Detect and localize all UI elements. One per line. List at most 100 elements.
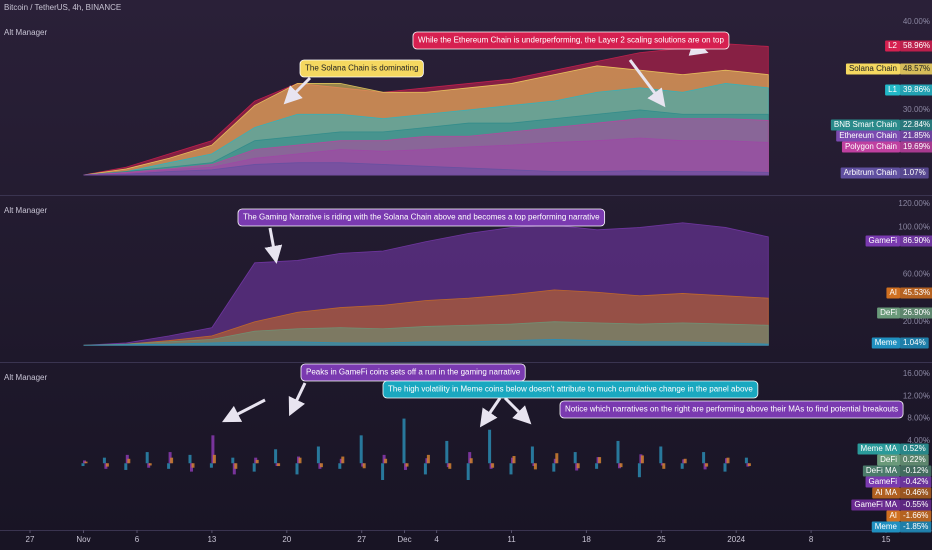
panel-title: Alt Manager: [4, 373, 47, 382]
tag-value: 39.86%: [903, 85, 930, 94]
tag-value: 0.52%: [903, 444, 926, 453]
tag-value: 45.53%: [903, 288, 930, 297]
tag-bg: [877, 307, 900, 319]
area: [83, 321, 769, 346]
tag-bg: [865, 235, 900, 247]
bar: [616, 440, 620, 464]
arrow: [503, 396, 532, 425]
annotation-text: Notice which narratives on the right are…: [565, 405, 898, 414]
tag-name: AI: [889, 288, 897, 297]
y-tick-label: 100.00%: [898, 223, 930, 232]
bar: [212, 454, 216, 464]
bar: [232, 463, 236, 475]
annotation-box: [299, 59, 424, 78]
bar: [402, 418, 406, 464]
tag-name: Meme MA: [861, 444, 898, 453]
bar: [105, 463, 109, 467]
panels: 27 Nov 6 13 20 27 Dec 4 11 18 25 2024 8 15 Alt Manager…: [4, 17, 932, 544]
tag-name: Arbitrum Chain: [844, 168, 897, 177]
arrow: [264, 227, 283, 264]
annotation-text: The high volatility in Meme coins below …: [388, 385, 753, 394]
bar: [423, 463, 427, 475]
bar: [683, 458, 687, 464]
tag-value: -0.12%: [903, 466, 928, 475]
bar: [705, 463, 709, 467]
bar: [298, 457, 302, 464]
tag-value-bg: [900, 63, 932, 75]
tag-bg: [845, 63, 900, 75]
bar: [744, 457, 748, 464]
bar: [491, 463, 495, 468]
x-tick-label: 27: [26, 535, 35, 544]
tag-bg: [871, 337, 900, 349]
annotation-box: [237, 208, 606, 227]
tag-value-bg: [900, 141, 932, 153]
tag-value-bg: [900, 167, 929, 179]
bar: [319, 463, 323, 468]
bar: [211, 435, 215, 464]
bar: [573, 452, 577, 464]
tag-bg: [885, 84, 900, 96]
x-tick-label: 8: [809, 535, 814, 544]
tag-value-bg: [900, 454, 929, 466]
annotation-text: The Solana Chain is dominating: [305, 64, 418, 73]
y-tick-label: 16.00%: [903, 369, 930, 378]
tag-value-bg: [900, 487, 932, 499]
tag-name: L1: [888, 85, 897, 94]
tag-value-bg: [900, 40, 932, 52]
bar: [148, 463, 152, 466]
bar: [405, 463, 409, 467]
tag-value: 48.57%: [903, 64, 930, 73]
tag-name: GameFi: [869, 477, 898, 486]
bar: [445, 440, 449, 464]
tag-value-bg: [900, 307, 932, 319]
tag-name: Meme: [875, 338, 898, 347]
tag-name: Polygon Chain: [845, 142, 897, 151]
tag-bg: [865, 476, 900, 488]
y-tick-label: 60.00%: [903, 270, 930, 279]
y-tick-label: 4.00%: [907, 436, 930, 445]
bar: [81, 463, 85, 467]
tag-value-bg: [900, 510, 932, 522]
annotation-text: The Gaming Narrative is riding with the …: [243, 213, 600, 222]
tag-value-bg: [900, 287, 932, 299]
bar: [512, 455, 516, 464]
bar: [252, 463, 256, 472]
arrow: [221, 398, 266, 423]
bar: [127, 458, 131, 464]
bar: [466, 463, 470, 480]
panel: Alt Manager 30.00% 40.00% L2 58.96% Solana Ch…: [4, 17, 932, 179]
bar: [277, 463, 281, 467]
x-tick-label: 11: [507, 535, 516, 544]
bar: [637, 463, 641, 478]
x-tick-label: 27: [357, 535, 366, 544]
tag-value-bg: [900, 130, 932, 142]
y-tick-label: 20.00%: [903, 317, 930, 326]
tag-name: BNB Smart Chain: [834, 120, 897, 129]
tag-bg: [851, 499, 900, 511]
bar: [488, 429, 492, 464]
tag-bg: [841, 141, 900, 153]
bar: [231, 457, 235, 464]
bar: [338, 463, 342, 469]
x-tick-label: Dec: [397, 535, 411, 544]
bar: [426, 454, 430, 464]
bar: [595, 463, 599, 469]
tag-value-bg: [900, 84, 932, 96]
tag-bg: [871, 521, 900, 533]
y-tick-label: 12.00%: [903, 391, 930, 400]
bar: [552, 463, 556, 472]
tag-value-bg: [900, 443, 929, 455]
tag-name: DeFi MA: [866, 466, 898, 475]
tag-value: 1.04%: [903, 338, 926, 347]
tag-bg: [886, 510, 900, 522]
bar: [102, 457, 106, 464]
bar: [234, 463, 238, 469]
x-tick-label: 20: [282, 535, 291, 544]
bar: [209, 463, 213, 468]
tag-value-bg: [900, 465, 932, 477]
tag-value: -0.42%: [903, 477, 928, 486]
tag-name: Meme: [875, 522, 898, 531]
x-tick-label: 18: [582, 535, 591, 544]
